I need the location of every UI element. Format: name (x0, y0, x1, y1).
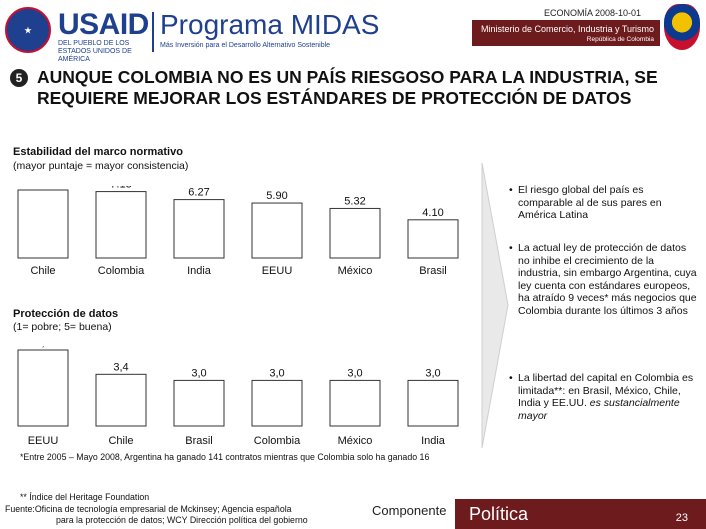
bar-brasil (173, 379, 225, 427)
bullet-capital-text: La libertad del capital en Colombia es l… (518, 372, 694, 409)
stability-title: Estabilidad del marco normativo (13, 146, 183, 158)
step-badge: 5 (10, 69, 28, 87)
stability-chart: 7.30 Chile 7.13 Colombia 6.27 India 5.90 EEUU 5.… (10, 186, 478, 286)
header-bar: ★ USAID DEL PUEBLO DE LOS ESTADOS UNIDOS… (0, 0, 706, 63)
bullet-data-law: • La actual ley de protección de datos n… (509, 242, 698, 317)
usaid-tagline: DEL PUEBLO DE LOS ESTADOS UNIDOS DE AMÉR… (58, 40, 132, 63)
bar-eeuu (251, 202, 303, 259)
component-label: Componente (372, 503, 447, 518)
bar-brasil (407, 219, 459, 259)
logo-divider (152, 12, 154, 52)
bar-value-label: 4.10 (422, 207, 443, 219)
footnote-heritage: ** Índice del Heritage Foundation (20, 492, 150, 502)
category-label: EEUU (262, 265, 293, 277)
bullet-dot-icon: • (509, 242, 513, 254)
protection-chart: 5,0 EEUU 3,4 Chile 3,0 Brasil 3,0 Colombia 3,0 Mé… (10, 346, 478, 452)
category-label: Chile (30, 265, 55, 277)
bar-value-label: 3,0 (425, 367, 440, 379)
bullet-risk-text: El riesgo global del país es comparable … (518, 184, 662, 221)
bullet-capital: • La libertad del capital en Colombia es… (509, 372, 698, 422)
category-label: Brasil (185, 435, 213, 447)
category-label: México (338, 265, 373, 277)
bar-value-label: 3,4 (113, 361, 128, 373)
category-label: Brasil (419, 265, 447, 277)
ministry-name: Ministerio de Comercio, Industria y Turi… (480, 24, 654, 34)
ministry-band: Ministerio de Comercio, Industria y Turi… (472, 20, 660, 46)
program-title: Programa MIDAS (160, 9, 380, 40)
side-arrow-icon (481, 163, 509, 448)
footnote-argentina: *Entre 2005 – Mayo 2008, Argentina ha ga… (20, 452, 430, 462)
bar-colombia (95, 191, 147, 259)
category-label: EEUU (28, 435, 59, 447)
bar-chile (95, 373, 147, 427)
bar-value-label: 7.30 (32, 186, 53, 189)
program-tagline: Más Inversión para el Desarrollo Alterna… (160, 42, 331, 49)
bar-value-label: 5,0 (35, 346, 50, 349)
bullet-risk: • El riesgo global del país es comparabl… (509, 184, 698, 222)
bar-m-xico (329, 379, 381, 427)
bar-value-label: 7.13 (110, 186, 131, 191)
coat-of-arms-icon (664, 4, 700, 50)
protection-chart-svg: 5,0 EEUU 3,4 Chile 3,0 Brasil 3,0 Colombia 3,0 Mé… (17, 346, 459, 447)
usaid-logo: USAID (58, 8, 149, 41)
bar-eeuu (17, 349, 69, 427)
category-label: México (338, 435, 373, 447)
bullet-capital-emphasis: es sustancialmente mayor (518, 397, 680, 422)
protection-subtitle: (1= pobre; 5= buena) (13, 321, 112, 333)
bar-value-label: 5.32 (344, 195, 365, 207)
bullet-dot-icon: • (509, 184, 513, 196)
bar-value-label: 6.27 (188, 187, 209, 199)
bar-value-label: 3,0 (347, 367, 362, 379)
bar-india (407, 379, 459, 427)
category-label: India (421, 435, 446, 447)
section-band: Política 23 (455, 499, 706, 529)
category-label: Colombia (98, 265, 145, 277)
bar-value-label: 3,0 (269, 367, 284, 379)
bar-m-xico (329, 207, 381, 259)
source-line-1: Fuente:Oficina de tecnología empresarial… (5, 504, 292, 514)
bar-value-label: 3,0 (191, 367, 206, 379)
source-line-2: para la protección de datos; WCY Direcci… (56, 515, 308, 525)
protection-title: Protección de datos (13, 308, 119, 320)
bar-chile (17, 189, 69, 259)
republic-name: República de Colombia (586, 36, 654, 43)
category-label: India (187, 265, 212, 277)
stability-subtitle: (mayor puntaje = mayor consistencia) (13, 160, 189, 172)
slide-title: AUNQUE COLOMBIA NO ES UN PAÍS RIESGOSO P… (37, 67, 658, 108)
usaid-seal-icon: ★ (5, 7, 51, 53)
stability-chart-svg: 7.30 Chile 7.13 Colombia 6.27 India 5.90 EEUU 5.… (17, 186, 459, 277)
document-code: ECONOMÍA 2008-10-01 (544, 8, 642, 18)
bar-india (173, 199, 225, 259)
section-label: Política (469, 504, 529, 524)
bullet-dot-icon: • (509, 372, 513, 384)
page-number: 23 (675, 512, 688, 524)
bullet-data-law-text: La actual ley de protección de datos no … (518, 242, 697, 317)
category-label: Chile (108, 435, 133, 447)
bar-colombia (251, 379, 303, 427)
bar-value-label: 5.90 (266, 190, 287, 202)
category-label: Colombia (254, 435, 301, 447)
